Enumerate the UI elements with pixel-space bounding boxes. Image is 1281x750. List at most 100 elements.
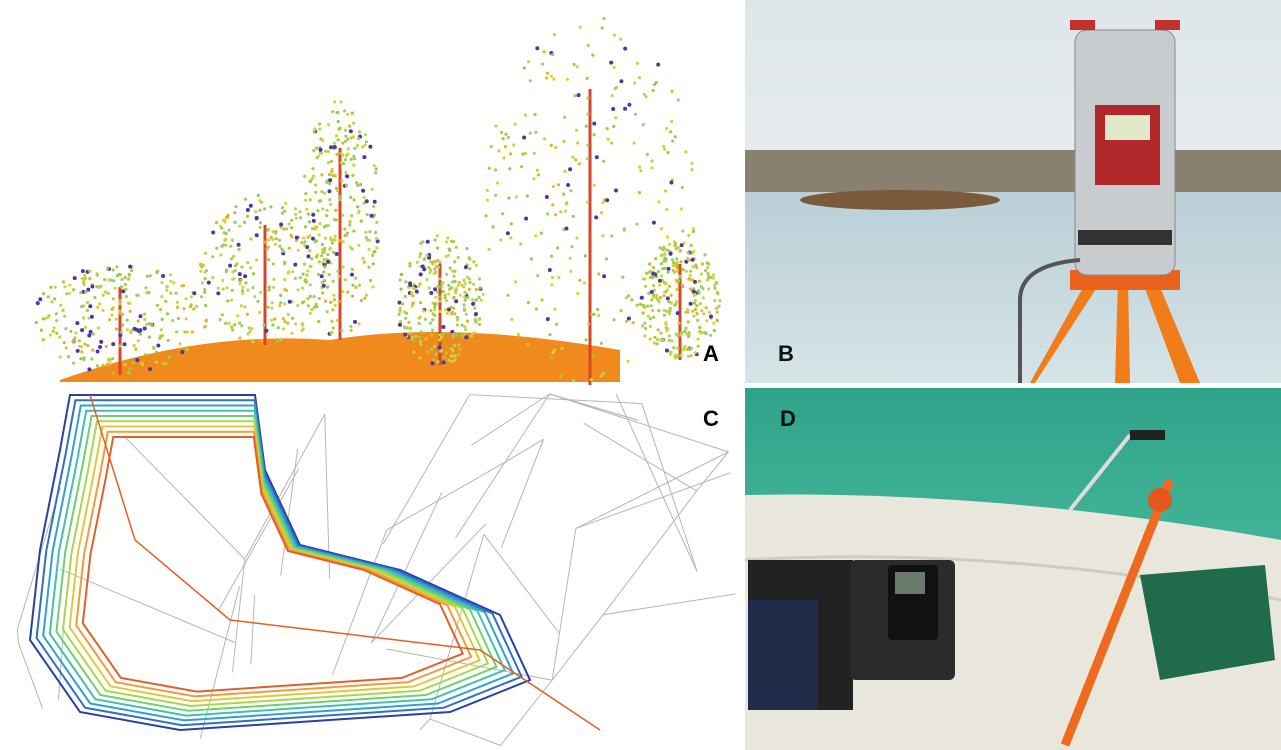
point [99, 284, 103, 288]
point [85, 308, 89, 313]
point [333, 174, 337, 178]
point [670, 119, 674, 124]
point [509, 222, 513, 226]
contour [61, 420, 490, 708]
point [555, 322, 559, 326]
point [188, 305, 192, 309]
point [334, 218, 338, 222]
point [410, 304, 414, 308]
point [481, 292, 485, 296]
point [95, 272, 99, 276]
point [62, 341, 66, 345]
point [63, 285, 67, 289]
point [526, 60, 531, 64]
point [165, 284, 169, 288]
point [185, 347, 189, 352]
point [362, 260, 366, 264]
point [705, 261, 709, 265]
point [419, 301, 423, 305]
purple-point [345, 174, 350, 179]
point [183, 330, 187, 334]
point [497, 149, 501, 153]
point [487, 247, 491, 251]
point [308, 264, 312, 268]
point [283, 320, 287, 324]
point [446, 236, 450, 240]
point [652, 315, 656, 319]
point [695, 266, 699, 270]
point [586, 96, 590, 100]
point [582, 281, 587, 285]
point [301, 327, 305, 331]
point [333, 234, 337, 239]
point [107, 278, 111, 282]
point [673, 135, 677, 139]
point [453, 260, 457, 264]
point [715, 290, 720, 295]
point [68, 291, 72, 295]
tin-edge [16, 629, 19, 644]
point [233, 220, 237, 224]
point [355, 181, 359, 185]
point [74, 331, 78, 335]
point [55, 319, 59, 323]
purple-point [684, 259, 689, 264]
point [622, 227, 627, 231]
point [336, 138, 340, 142]
point [128, 367, 132, 371]
point [362, 195, 366, 199]
point [546, 71, 550, 75]
point [331, 110, 335, 114]
purple-point [128, 264, 133, 269]
point [706, 266, 710, 270]
point [340, 179, 344, 183]
point [450, 354, 454, 358]
purple-point [446, 307, 451, 312]
point [592, 312, 596, 316]
purple-point [639, 295, 644, 300]
point [343, 233, 347, 237]
point [666, 270, 670, 274]
point [320, 190, 324, 194]
point [91, 348, 95, 352]
point [675, 260, 679, 264]
purple-point [329, 145, 333, 150]
point [678, 249, 683, 253]
point [266, 245, 270, 249]
point [125, 328, 129, 332]
purple-point [651, 220, 656, 225]
point [549, 356, 553, 360]
point [570, 245, 574, 249]
point [662, 308, 667, 313]
point [325, 214, 329, 218]
point [326, 149, 330, 153]
purple-point [609, 60, 614, 65]
point [471, 298, 475, 302]
point [337, 274, 341, 278]
point [439, 349, 443, 353]
point [211, 255, 215, 259]
point [320, 254, 324, 258]
point [298, 276, 302, 280]
point [685, 256, 690, 260]
point [113, 286, 117, 290]
point [601, 372, 606, 376]
point [648, 317, 653, 321]
handle [1130, 430, 1165, 440]
point [453, 354, 457, 358]
point [437, 265, 441, 270]
point [659, 253, 663, 257]
point [223, 219, 227, 223]
point [668, 309, 672, 313]
point [707, 310, 712, 314]
point [336, 318, 340, 322]
point [713, 299, 717, 303]
point [182, 307, 186, 311]
point [233, 323, 237, 327]
purple-point [216, 291, 221, 296]
point [203, 287, 207, 292]
point [311, 227, 315, 231]
point [364, 230, 368, 234]
point [180, 284, 184, 288]
point [283, 278, 287, 282]
